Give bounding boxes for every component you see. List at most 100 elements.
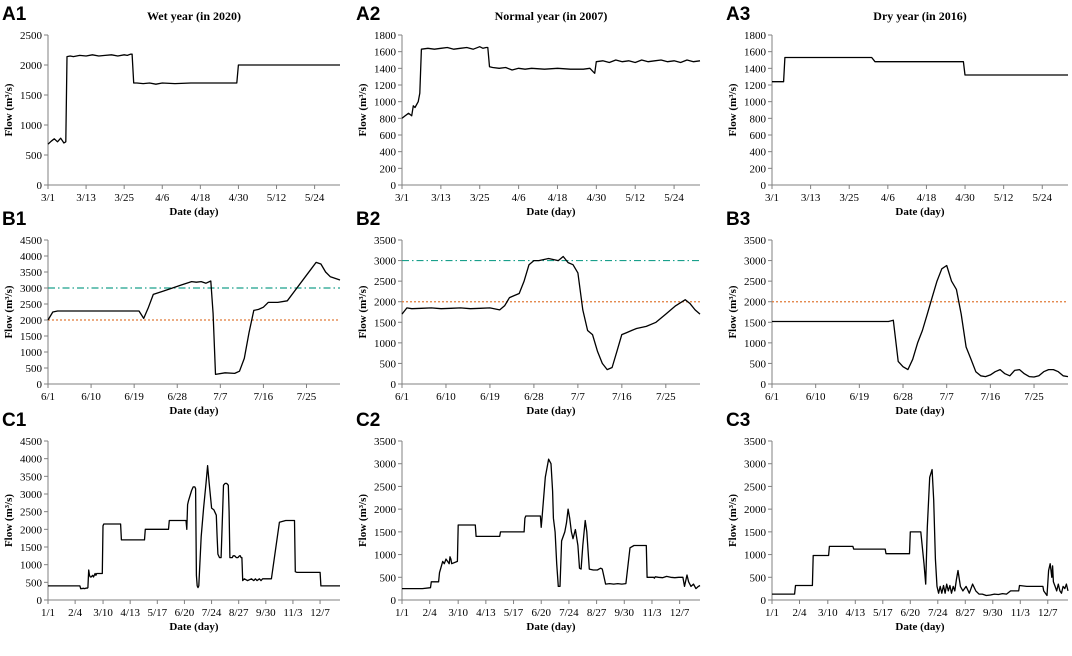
y-tick-label: 1200 [374, 80, 397, 92]
x-tick-label: 6/1 [765, 391, 779, 403]
x-tick-label: 6/20 [175, 607, 195, 619]
x-tick-label: 3/13 [801, 192, 821, 204]
y-axis-label: Flow (m³/s) [727, 285, 739, 338]
x-tick-label: 6/19 [850, 391, 870, 403]
y-tick-label: 500 [26, 150, 43, 162]
x-tick-label: 6/28 [524, 391, 544, 403]
x-tick-label: 6/1 [41, 391, 55, 403]
y-axis-label: Flow (m³/s) [357, 83, 369, 136]
panel-label: A1 [2, 4, 27, 25]
y-axis-label: Flow (m³/s) [357, 494, 369, 547]
y-tick-label: 1000 [20, 347, 43, 359]
x-tick-label: 4/30 [587, 192, 607, 204]
y-tick-label: 400 [750, 147, 767, 159]
flow-series-line [47, 261, 341, 376]
x-tick-label: 7/7 [940, 391, 955, 403]
x-axis-label: Date (day) [526, 621, 576, 633]
x-tick-label: 5/24 [305, 192, 325, 204]
panel-label: C2 [356, 410, 380, 431]
y-tick-label: 200 [380, 163, 397, 175]
chart-title: Normal year (in 2007) [495, 9, 608, 23]
x-tick-label: 4/30 [229, 192, 249, 204]
y-tick-label: 0 [391, 595, 397, 607]
y-tick-label: 600 [750, 130, 767, 142]
x-tick-label: 5/12 [994, 192, 1014, 204]
y-tick-label: 500 [750, 572, 767, 584]
x-tick-label: 2/4 [792, 607, 807, 619]
y-tick-label: 1000 [374, 338, 397, 350]
chart-panel-c2: C2 0 500 1000 1500 2000 2500 3000 3500 1/1 2/4 3/10… [356, 410, 701, 633]
x-axis-label: Date (day) [895, 405, 945, 417]
x-tick-label: 8/27 [587, 607, 607, 619]
chart-panel-b2: B2 0 500 1000 1500 2000 2500 3000 3500 6/1 6/10 6/1… [356, 209, 701, 417]
x-axis-label: Date (day) [526, 405, 576, 417]
x-tick-label: 6/20 [901, 607, 921, 619]
x-tick-label: 6/10 [436, 391, 456, 403]
y-tick-label: 4500 [20, 436, 43, 448]
y-tick-label: 1400 [744, 63, 767, 75]
x-tick-label: 6/10 [806, 391, 826, 403]
y-tick-label: 3000 [20, 489, 43, 501]
y-tick-label: 2000 [374, 504, 397, 516]
x-tick-label: 12/7 [670, 607, 690, 619]
flow-series-line [401, 46, 701, 119]
y-axis-label: Flow (m³/s) [357, 285, 369, 338]
y-tick-label: 1500 [374, 317, 397, 329]
x-tick-label: 3/1 [765, 192, 779, 204]
y-tick-label: 0 [761, 595, 767, 607]
y-tick-label: 500 [26, 577, 43, 589]
y-tick-label: 3500 [374, 436, 397, 448]
y-tick-label: 2000 [374, 297, 397, 309]
y-tick-label: 2000 [744, 504, 767, 516]
x-tick-label: 5/12 [267, 192, 287, 204]
flow-series-line [772, 468, 1069, 597]
y-tick-label: 4000 [20, 251, 43, 263]
y-tick-label: 1500 [20, 542, 43, 554]
x-tick-label: 11/3 [283, 607, 303, 619]
x-tick-label: 12/7 [310, 607, 330, 619]
x-tick-label: 5/24 [664, 192, 684, 204]
x-tick-label: 2/4 [423, 607, 438, 619]
x-tick-label: 5/24 [1032, 192, 1052, 204]
y-tick-label: 2500 [374, 481, 397, 493]
y-axis-label: Flow (m³/s) [3, 285, 15, 338]
y-tick-label: 800 [380, 113, 397, 125]
chart-panel-a3: A3 Dry year (in 2016) 0 200 400 600 800 1000 120… [726, 4, 1068, 218]
y-tick-label: 3500 [20, 471, 43, 483]
chart-title: Dry year (in 2016) [873, 9, 966, 23]
y-tick-label: 600 [380, 130, 397, 142]
y-tick-label: 0 [761, 379, 767, 391]
y-tick-label: 3000 [374, 459, 397, 471]
x-tick-label: 2/4 [68, 607, 83, 619]
y-tick-label: 2500 [20, 30, 43, 42]
y-tick-label: 200 [750, 163, 767, 175]
y-tick-label: 1000 [374, 550, 397, 562]
x-tick-label: 4/18 [917, 192, 937, 204]
x-axis-label: Date (day) [895, 206, 945, 218]
chart-panel-c3: C3 0 500 1000 1500 2000 2500 3000 3500 1/1 2/4 3/10… [726, 410, 1069, 633]
y-tick-label: 2000 [744, 297, 767, 309]
x-tick-label: 7/25 [656, 391, 676, 403]
y-tick-label: 1400 [374, 63, 397, 75]
y-tick-label: 2000 [20, 524, 43, 536]
x-tick-label: 7/7 [571, 391, 586, 403]
x-axis-label: Date (day) [169, 621, 219, 633]
x-tick-label: 3/25 [470, 192, 490, 204]
x-tick-label: 7/24 [202, 607, 222, 619]
y-tick-label: 0 [761, 180, 767, 192]
chart-title: Wet year (in 2020) [147, 9, 241, 23]
x-tick-label: 3/10 [93, 607, 113, 619]
flow-series-line [47, 53, 340, 145]
y-tick-label: 3000 [374, 256, 397, 268]
y-tick-label: 400 [380, 147, 397, 159]
panel-label: B3 [726, 209, 750, 230]
y-tick-label: 1000 [744, 338, 767, 350]
x-tick-label: 9/30 [256, 607, 276, 619]
panel-label: B2 [356, 209, 380, 230]
x-tick-label: 3/10 [448, 607, 468, 619]
y-tick-label: 0 [37, 180, 43, 192]
y-tick-label: 0 [37, 595, 43, 607]
y-tick-label: 0 [37, 379, 43, 391]
x-tick-label: 7/16 [612, 391, 632, 403]
